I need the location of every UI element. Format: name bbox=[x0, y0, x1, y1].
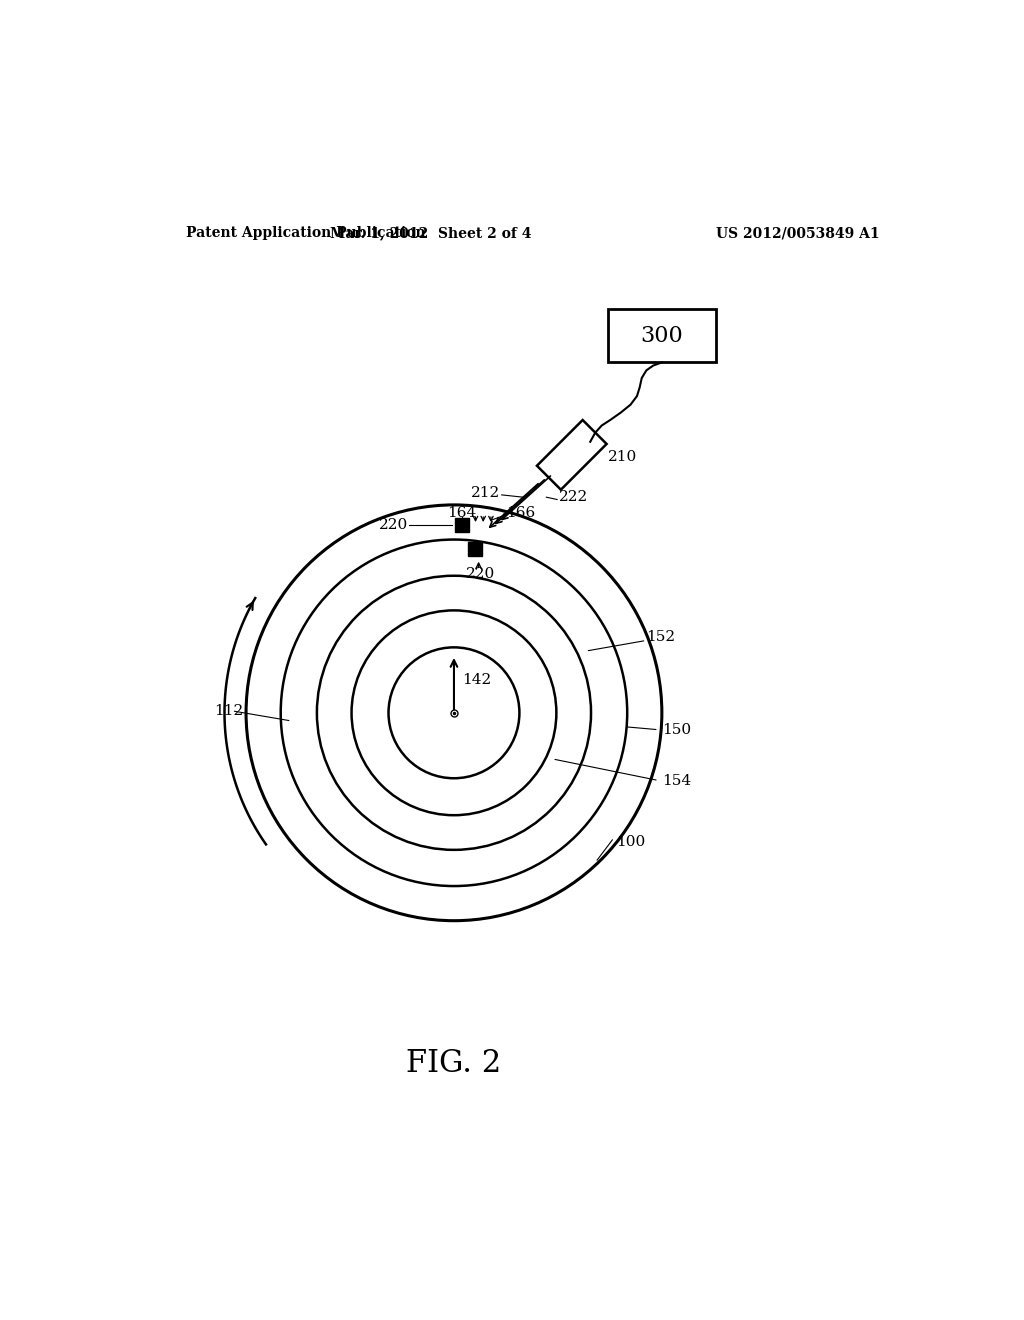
Bar bbox=[608, 309, 716, 363]
Text: 142: 142 bbox=[462, 673, 490, 688]
Text: Mar. 1, 2012  Sheet 2 of 4: Mar. 1, 2012 Sheet 2 of 4 bbox=[330, 226, 531, 240]
Text: 212: 212 bbox=[471, 486, 500, 500]
Text: 164: 164 bbox=[447, 506, 476, 520]
Text: 100: 100 bbox=[615, 836, 645, 849]
Text: 300: 300 bbox=[640, 325, 683, 346]
Text: 220: 220 bbox=[379, 517, 408, 532]
Text: FIG. 2: FIG. 2 bbox=[407, 1048, 502, 1078]
Text: Patent Application Publication: Patent Application Publication bbox=[186, 226, 426, 240]
Polygon shape bbox=[468, 543, 481, 556]
Text: US 2012/0053849 A1: US 2012/0053849 A1 bbox=[716, 226, 880, 240]
Text: 150: 150 bbox=[662, 723, 691, 737]
Text: 210: 210 bbox=[608, 450, 637, 465]
Text: 152: 152 bbox=[646, 631, 676, 644]
Text: 154: 154 bbox=[662, 774, 691, 788]
Polygon shape bbox=[455, 517, 469, 532]
Text: 222: 222 bbox=[559, 490, 588, 504]
Text: 166: 166 bbox=[506, 506, 536, 520]
Text: 220: 220 bbox=[466, 568, 496, 581]
Text: 112: 112 bbox=[214, 705, 243, 718]
